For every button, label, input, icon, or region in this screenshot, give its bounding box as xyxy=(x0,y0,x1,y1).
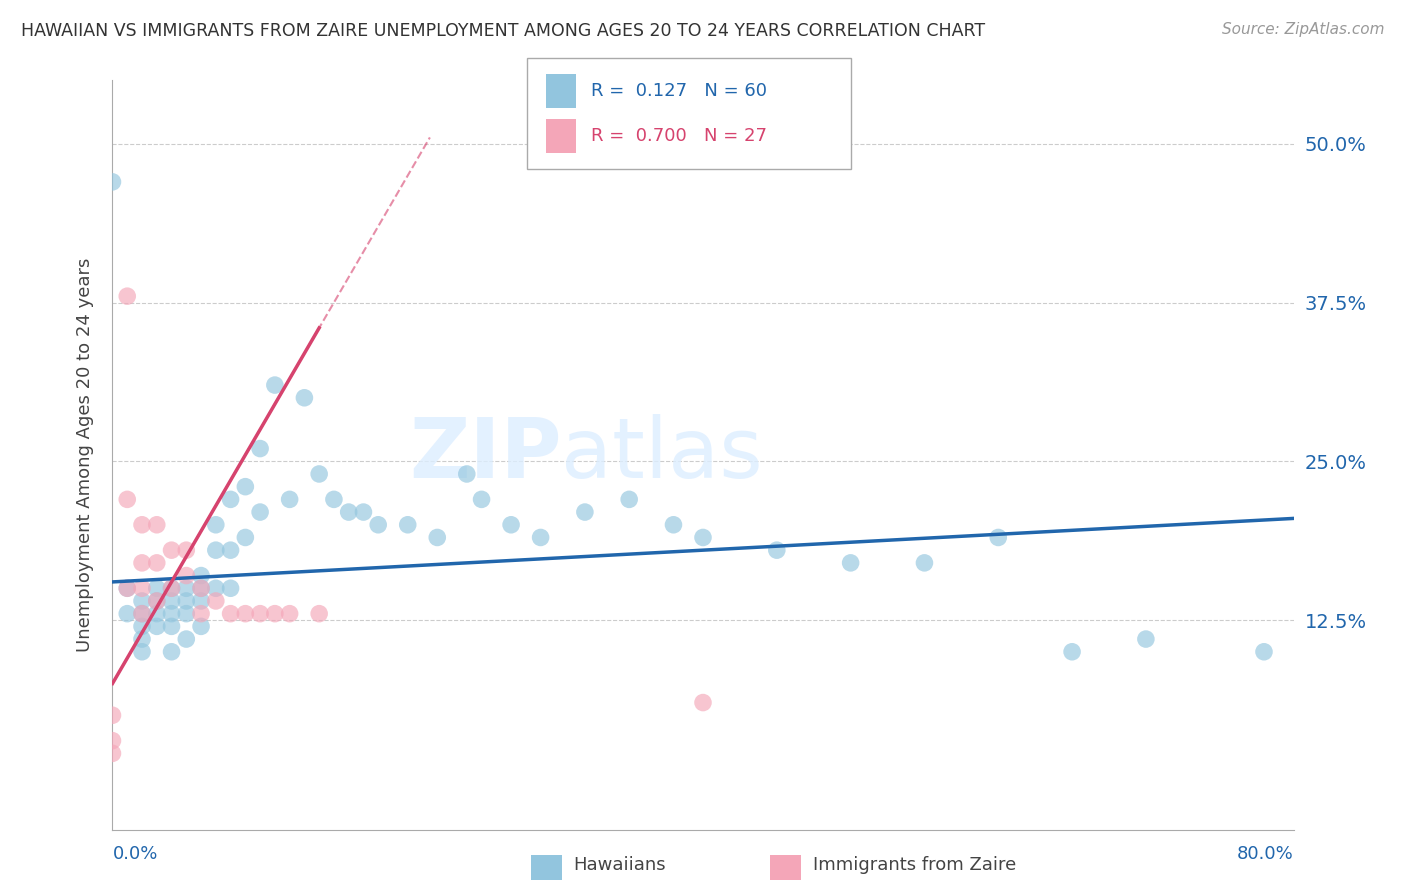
Point xyxy=(426,531,449,545)
Point xyxy=(766,543,789,558)
Point xyxy=(174,581,197,595)
Point xyxy=(190,581,212,595)
Point xyxy=(146,581,169,595)
Text: Source: ZipAtlas.com: Source: ZipAtlas.com xyxy=(1222,22,1385,37)
Point xyxy=(219,581,242,595)
Point xyxy=(160,594,183,608)
Point xyxy=(117,289,138,303)
Point xyxy=(233,531,256,545)
Point xyxy=(160,645,183,659)
Text: atlas: atlas xyxy=(561,415,763,495)
Point xyxy=(396,517,419,532)
Point xyxy=(174,632,197,646)
Point xyxy=(205,517,228,532)
Point xyxy=(117,492,138,507)
Text: ZIP: ZIP xyxy=(409,415,561,495)
Point xyxy=(131,517,153,532)
Text: 0.0%: 0.0% xyxy=(112,845,157,863)
Point xyxy=(117,607,138,621)
Point xyxy=(323,492,346,507)
Point xyxy=(308,467,330,481)
Point xyxy=(146,594,169,608)
Point xyxy=(278,492,301,507)
Point xyxy=(914,556,936,570)
Point xyxy=(249,607,271,621)
Point xyxy=(233,607,256,621)
Point xyxy=(1253,645,1275,659)
Point xyxy=(619,492,641,507)
Point xyxy=(292,391,315,405)
Point xyxy=(190,581,212,595)
Point xyxy=(987,531,1010,545)
Point xyxy=(131,645,153,659)
Point xyxy=(101,747,124,761)
Point xyxy=(160,619,183,633)
Point xyxy=(190,607,212,621)
Point xyxy=(174,568,197,582)
Point xyxy=(101,733,124,747)
Point xyxy=(249,505,271,519)
Text: Hawaiians: Hawaiians xyxy=(574,856,666,874)
Point xyxy=(146,517,169,532)
Point xyxy=(337,505,360,519)
Point xyxy=(190,594,212,608)
Point xyxy=(456,467,478,481)
Point xyxy=(1062,645,1084,659)
Point xyxy=(219,543,242,558)
Point xyxy=(117,581,138,595)
Point xyxy=(146,619,169,633)
Point xyxy=(174,543,197,558)
Point xyxy=(101,708,124,723)
Point xyxy=(131,632,153,646)
Point xyxy=(117,581,138,595)
Point xyxy=(146,607,169,621)
Point xyxy=(249,442,271,456)
Point xyxy=(692,696,714,710)
Point xyxy=(174,607,197,621)
Point xyxy=(131,581,153,595)
Text: Immigrants from Zaire: Immigrants from Zaire xyxy=(813,856,1017,874)
Point xyxy=(839,556,862,570)
Text: 80.0%: 80.0% xyxy=(1237,845,1294,863)
Point xyxy=(131,607,153,621)
Point xyxy=(131,619,153,633)
Point xyxy=(131,556,153,570)
Point xyxy=(352,505,374,519)
Point xyxy=(205,543,228,558)
Point xyxy=(146,556,169,570)
Point xyxy=(233,480,256,494)
Point xyxy=(205,594,228,608)
Point xyxy=(367,517,389,532)
Point xyxy=(160,543,183,558)
Text: HAWAIIAN VS IMMIGRANTS FROM ZAIRE UNEMPLOYMENT AMONG AGES 20 TO 24 YEARS CORRELA: HAWAIIAN VS IMMIGRANTS FROM ZAIRE UNEMPL… xyxy=(21,22,986,40)
Point xyxy=(264,607,287,621)
Point xyxy=(501,517,523,532)
Y-axis label: Unemployment Among Ages 20 to 24 years: Unemployment Among Ages 20 to 24 years xyxy=(76,258,94,652)
Point xyxy=(190,619,212,633)
Point xyxy=(470,492,494,507)
Point xyxy=(174,594,197,608)
Point xyxy=(205,581,228,595)
Point xyxy=(574,505,596,519)
Text: R =  0.700   N = 27: R = 0.700 N = 27 xyxy=(591,127,766,145)
Point xyxy=(160,607,183,621)
Point xyxy=(219,607,242,621)
Point xyxy=(278,607,301,621)
Point xyxy=(529,531,551,545)
Point xyxy=(160,581,183,595)
Point xyxy=(131,594,153,608)
Point xyxy=(131,607,153,621)
Point xyxy=(264,378,287,392)
Point xyxy=(160,581,183,595)
Point xyxy=(101,175,124,189)
Point xyxy=(219,492,242,507)
Point xyxy=(190,568,212,582)
Point xyxy=(662,517,685,532)
Point xyxy=(1135,632,1157,646)
Text: R =  0.127   N = 60: R = 0.127 N = 60 xyxy=(591,82,766,100)
Point xyxy=(146,594,169,608)
Point xyxy=(692,531,714,545)
Point xyxy=(308,607,330,621)
